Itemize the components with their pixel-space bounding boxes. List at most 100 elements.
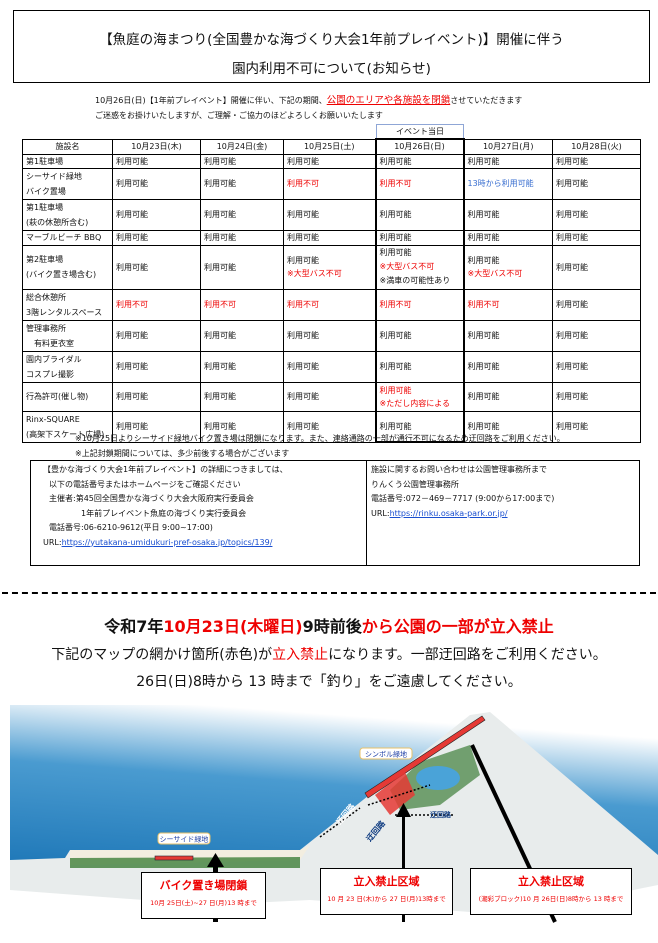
status-text: 利用可能 bbox=[467, 422, 500, 431]
status-cell: 利用可能 bbox=[374, 153, 465, 169]
status-cell: 利用可能 bbox=[283, 153, 376, 169]
callout-period: 10月 25日(土)~27 日(月)13 時まで bbox=[150, 899, 257, 907]
facility-table: 施設名 10月23日(木) 10月24日(金) 10月25日(土) 10月26日(日) 1… bbox=[22, 138, 641, 443]
status-cell: 利用可能 bbox=[463, 381, 553, 412]
closure-highlight: 公園のエリアや各施設を閉鎖 bbox=[326, 95, 451, 106]
status-text: 利用可能 bbox=[287, 256, 319, 265]
column-header: 10月26日(日) bbox=[374, 138, 465, 155]
table-row: 第2駐車場 (バイク置き場含む) 利用可能 利用可能 利用可能 ※大型バス不可 利用可能 ※大… bbox=[22, 244, 641, 290]
url-link[interactable]: https://yutakana-umidukuri-pref-osaka.jp… bbox=[61, 537, 273, 547]
closed-area-block bbox=[375, 772, 415, 815]
status-text: 利用可能 bbox=[204, 156, 236, 166]
status-cell: 利用可能 bbox=[112, 229, 201, 246]
status-cell: 利用可能 bbox=[112, 244, 201, 290]
subline-2: 26日(日)8時から 13 時まで「釣り」をご遠慮してください。 bbox=[136, 674, 522, 690]
detour-label: 迂回路 bbox=[430, 810, 452, 819]
arrow-head bbox=[396, 803, 411, 817]
status-cell: 利用可能 bbox=[552, 410, 641, 443]
status-text: 利用不可 bbox=[116, 300, 148, 309]
status-cell: 利用可能 bbox=[374, 229, 465, 246]
status-cell: 利用可能 ※ただし内容による bbox=[374, 381, 465, 412]
contact-line: りんくう公園管理事務所 bbox=[371, 479, 459, 489]
status-cell: 利用可能 bbox=[283, 198, 376, 231]
status-text: ※大型バス不可 bbox=[379, 262, 435, 271]
facility-name: 第1駐車場 bbox=[22, 153, 113, 169]
status-text: 利用可能 bbox=[116, 331, 148, 340]
contact-line: 以下の電話番号またはホームページをご確認ください bbox=[49, 479, 241, 489]
status-cell: 利用不可 bbox=[283, 288, 376, 321]
status-text: 利用不可 bbox=[204, 300, 236, 309]
facility-name-line: (バイク置き場含む) bbox=[26, 270, 97, 279]
status-cell: 利用可能 bbox=[552, 153, 641, 169]
arrow-head bbox=[207, 853, 224, 867]
status-cell: 利用不可 bbox=[374, 167, 465, 200]
facility-name-line: 行為許可(催し物) bbox=[26, 392, 89, 401]
callout-period: 10 月 23 日(木)から 27 日(月)13時まで bbox=[327, 895, 446, 903]
status-cell: 利用可能 bbox=[283, 350, 376, 383]
status-text: 利用可能 bbox=[556, 233, 588, 242]
table-row: マーブルビーチ BBQ 利用可能 利用可能 利用可能 利用可能 利用可能 利用可能 bbox=[22, 229, 641, 246]
status-cell: 利用可能 bbox=[463, 319, 553, 352]
intro-text: 10月26日(日)【1年前プレイベント】開催に伴い、下記の期間、 bbox=[95, 96, 327, 105]
status-text: ※大型バス不可 bbox=[287, 269, 342, 278]
table-row: シーサイド緑地 バイク置場 利用可能 利用可能 利用不可 利用不可 13時から利用可能 利用可… bbox=[22, 167, 641, 200]
headline-text: 令和7年 bbox=[104, 617, 164, 636]
dashed-separator bbox=[2, 592, 656, 594]
status-text: 利用可能 bbox=[556, 156, 588, 166]
status-cell: 利用可能 bbox=[374, 319, 465, 352]
status-text: 13時から利用可能 bbox=[467, 179, 534, 188]
table-row: 園内ブライダル コスプレ撮影 利用可能 利用可能 利用可能 利用可能 利用可能 利用可能 bbox=[22, 350, 641, 383]
callout-title: 立入禁止区域 bbox=[353, 875, 420, 888]
status-text: 利用可能 bbox=[379, 362, 412, 371]
intro-text: させていただきます bbox=[450, 96, 523, 105]
status-cell: 利用可能 bbox=[283, 410, 376, 443]
url-link[interactable]: https://rinku.osaka-park.or.jp/ bbox=[389, 508, 508, 518]
facility-name-line: 有料更衣室 bbox=[26, 338, 74, 348]
status-cell: 13時から利用可能 bbox=[463, 167, 553, 200]
status-cell: 利用可能 bbox=[283, 229, 376, 246]
column-header: 10月27日(月) bbox=[463, 138, 553, 155]
status-cell: 利用可能 ※大型バス不可 bbox=[463, 244, 553, 290]
status-cell: 利用可能 bbox=[112, 167, 201, 200]
greenery bbox=[70, 857, 300, 868]
status-cell: 利用可能 bbox=[552, 381, 641, 412]
status-text: 利用可能 bbox=[116, 210, 148, 219]
callout-title: 立入禁止区域 bbox=[518, 875, 584, 888]
status-text: 利用可能 bbox=[556, 210, 588, 219]
table-row: 行為許可(催し物) 利用可能 利用可能 利用可能 利用可能 ※ただし内容による 利用可能 利用… bbox=[22, 381, 641, 412]
status-text: 利用可能 bbox=[204, 210, 236, 219]
intro-line2: ご迷惑をお掛けいたしますが、ご理解・ご協力のほどよろしくお願いいたします bbox=[95, 111, 383, 120]
status-cell: 利用可能 bbox=[552, 198, 641, 231]
headline-date: 10月23日(木曜日) bbox=[163, 617, 303, 636]
status-cell: 利用可能 bbox=[200, 350, 284, 383]
status-cell: 利用可能 bbox=[552, 229, 641, 246]
status-text: 利用可能 bbox=[116, 179, 148, 188]
status-text: 利用可能 bbox=[204, 331, 236, 340]
contact-line: 電話番号:072－469－7717 (9:00から17:00まで) bbox=[371, 494, 555, 503]
status-text: 利用不可 bbox=[467, 300, 500, 309]
status-text: 利用可能 bbox=[204, 392, 236, 401]
status-text: 利用可能 bbox=[204, 262, 236, 272]
status-cell: 利用可能 bbox=[374, 410, 465, 443]
status-cell: 利用可能 bbox=[374, 350, 465, 383]
svg-text:シンボル緑地: シンボル緑地 bbox=[365, 750, 407, 759]
status-text: 利用可能 bbox=[556, 362, 588, 371]
subline-1: 下記のマップの網かけ箇所(赤色)が立入禁止になります。一部迂回路をご利用ください… bbox=[0, 644, 658, 664]
status-cell: 利用不可 bbox=[374, 288, 465, 321]
status-text: 利用可能 bbox=[204, 179, 236, 188]
facility-name-line: (萩の休憩所含む) bbox=[26, 217, 89, 227]
contact-line: 電話番号:06-6210-9612(平日 9:00~17:00) bbox=[49, 523, 213, 532]
url-line: URL:https://rinku.osaka-park.or.jp/ bbox=[371, 507, 554, 522]
title-box: 【魚庭の海まつり(全国豊かな海づくり大会1年前プレイベント)】開催に伴う 園内利… bbox=[13, 10, 650, 83]
facility-name-line: 3階レンタルスペース bbox=[26, 307, 103, 317]
status-text: 利用可能 bbox=[379, 156, 412, 166]
status-text: ※大型バス不可 bbox=[467, 269, 523, 278]
table-row: 第1駐車場 利用可能 利用可能 利用可能 利用可能 利用可能 利用可能 bbox=[22, 153, 641, 169]
status-cell: 利用可能 bbox=[112, 381, 201, 412]
area-label-seaside: シーサイド緑地 bbox=[157, 832, 211, 845]
facility-name: 園内ブライダル コスプレ撮影 bbox=[22, 350, 113, 383]
status-cell: 利用可能 bbox=[200, 229, 284, 246]
status-text: 利用可能 bbox=[467, 256, 500, 265]
status-cell: 利用可能 bbox=[200, 381, 284, 412]
status-cell: 利用可能 bbox=[552, 350, 641, 383]
